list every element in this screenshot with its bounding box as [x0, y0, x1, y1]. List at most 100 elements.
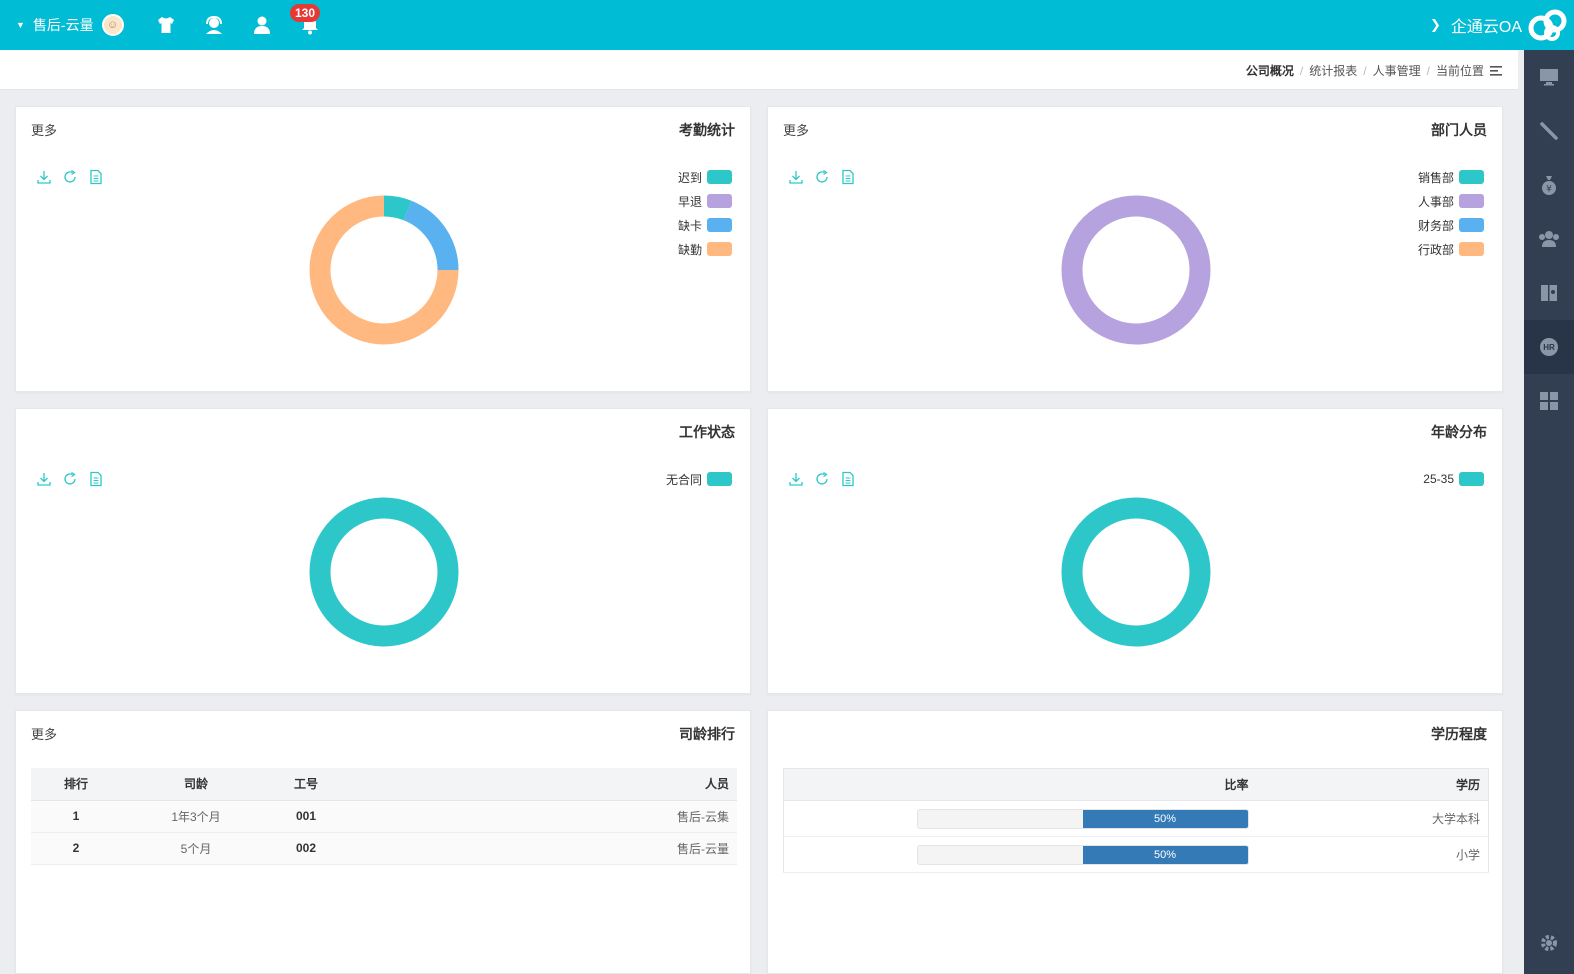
pen-icon [1540, 122, 1558, 140]
progress-fill: 50% [1082, 845, 1248, 864]
download-icon[interactable] [788, 169, 804, 185]
notification-badge[interactable]: 130 [290, 4, 321, 22]
chart-toolbox [788, 169, 856, 185]
panel-education: 学历程度 比率 学历 50% 大学本科 50% [767, 710, 1503, 974]
chart-toolbox [36, 471, 104, 487]
breadcrumb-item-hr[interactable]: 人事管理 [1372, 64, 1421, 78]
sidebar-item-hr[interactable]: HR [1524, 320, 1574, 374]
donut-slice[interactable] [403, 200, 459, 271]
legend-item[interactable]: 行政部 [1418, 237, 1484, 261]
legend-label: 无合同 [665, 472, 702, 487]
panel-department: 部门人员 更多 销售部 人事部 财务部 行政部 [767, 106, 1503, 392]
donut-slice[interactable] [383, 195, 412, 221]
id-cell: 001 [271, 800, 341, 833]
chart-legend: 无合同 [666, 467, 732, 491]
donut-slice[interactable] [309, 497, 459, 647]
breadcrumb-bar: 公司概况 / 统计报表 / 人事管理 / 当前位置 [0, 50, 1518, 90]
more-link[interactable]: 更多 [783, 123, 810, 138]
id-cell: 002 [271, 832, 341, 865]
chevron-down-icon[interactable]: ❯ [1429, 17, 1441, 32]
legend-label: 迟到 [677, 170, 702, 185]
menu-list-icon[interactable] [1490, 65, 1502, 76]
person-cell[interactable]: 售后-云量 [341, 832, 737, 865]
avatar[interactable]: ☺ [101, 14, 124, 36]
legend-swatch [707, 194, 732, 208]
sidebar-item-apps[interactable] [1524, 374, 1574, 428]
sidebar-item-pen[interactable] [1524, 104, 1574, 158]
donut-slice[interactable] [309, 195, 459, 345]
data-view-icon[interactable] [88, 169, 104, 185]
more-link[interactable]: 更多 [31, 123, 58, 138]
breadcrumb-separator: / [1426, 63, 1430, 78]
download-icon[interactable] [36, 169, 52, 185]
donut-slice[interactable] [1061, 195, 1211, 345]
legend-item[interactable]: 25-35 [1423, 467, 1484, 491]
caret-down-icon[interactable]: ▼ [16, 20, 25, 30]
table-header-row: 排行 司龄 工号 人员 [31, 768, 737, 801]
user-icon[interactable] [250, 13, 274, 37]
legend-item[interactable]: 无合同 [666, 467, 732, 491]
sidebar-item-settings[interactable] [1524, 916, 1574, 970]
legend-item[interactable]: 缺卡 [678, 213, 732, 237]
legend-swatch [1459, 242, 1484, 256]
legend-item[interactable]: 早退 [678, 189, 732, 213]
panel-seniority: 司龄排行 更多 排行 司龄 工号 人员 1 1年3个月 001 售后-云集 2 … [15, 710, 751, 974]
user-menu[interactable]: ▼ 售后-云量 ☺ [16, 13, 124, 37]
col-person: 人员 [341, 768, 737, 801]
table-row[interactable]: 50% 大学本科 [783, 800, 1489, 837]
legend-label: 财务部 [1417, 218, 1454, 233]
refresh-icon[interactable] [62, 169, 78, 185]
chart-toolbox [36, 169, 104, 185]
chart-legend: 迟到 早退 缺卡 缺勤 [678, 165, 732, 261]
donut-chart[interactable] [1058, 192, 1214, 348]
grid-icon [1540, 392, 1558, 410]
sidebar-item-money[interactable]: ¥ [1524, 158, 1574, 212]
col-id: 工号 [271, 768, 341, 801]
table-row[interactable]: 2 5个月 002 售后-云量 [31, 832, 737, 865]
legend-item[interactable]: 缺勤 [678, 237, 732, 261]
rank-cell: 2 [31, 832, 121, 865]
donut-chart[interactable] [306, 494, 462, 650]
donut-chart[interactable] [306, 192, 462, 348]
brand[interactable]: ❯ 企通云OA [1430, 6, 1568, 44]
download-icon[interactable] [36, 471, 52, 487]
refresh-icon[interactable] [62, 471, 78, 487]
table-row[interactable]: 50% 小学 [783, 836, 1489, 873]
sidebar-item-monitor[interactable] [1524, 50, 1574, 104]
legend-item[interactable]: 财务部 [1418, 213, 1484, 237]
sidebar-item-contacts[interactable] [1524, 266, 1574, 320]
tshirt-icon[interactable] [154, 13, 178, 37]
data-view-icon[interactable] [840, 169, 856, 185]
donut-chart[interactable] [1058, 494, 1214, 650]
legend-swatch [707, 472, 732, 486]
legend-swatch [707, 242, 732, 256]
download-icon[interactable] [788, 471, 804, 487]
legend-swatch [707, 218, 732, 232]
breadcrumb-item-stats[interactable]: 统计报表 [1309, 64, 1358, 78]
user-name[interactable]: 售后-云量 [32, 17, 94, 33]
legend-item[interactable]: 迟到 [678, 165, 732, 189]
table-row[interactable]: 1 1年3个月 001 售后-云集 [31, 800, 737, 833]
data-view-icon[interactable] [88, 471, 104, 487]
sidebar-item-group[interactable] [1524, 212, 1574, 266]
refresh-icon[interactable] [814, 471, 830, 487]
svg-text:¥: ¥ [1546, 185, 1552, 195]
ratio-cell: 50% [783, 836, 1265, 873]
legend-item[interactable]: 人事部 [1418, 189, 1484, 213]
legend-swatch [1459, 194, 1484, 208]
legend-label: 缺勤 [677, 242, 702, 257]
legend-swatch [1459, 170, 1484, 184]
legend-swatch [1459, 218, 1484, 232]
tenure-cell: 5个月 [121, 832, 271, 865]
data-view-icon[interactable] [840, 471, 856, 487]
person-cell[interactable]: 售后-云集 [341, 800, 737, 833]
col-edu: 学历 [1264, 768, 1489, 801]
more-link[interactable]: 更多 [31, 727, 58, 742]
donut-slice[interactable] [1061, 497, 1211, 647]
support-icon[interactable] [202, 13, 226, 37]
refresh-icon[interactable] [814, 169, 830, 185]
panel-title: 考勤统计 [679, 122, 735, 138]
progress-bar: 50% [916, 808, 1249, 829]
legend-item[interactable]: 销售部 [1418, 165, 1484, 189]
breadcrumb-separator: / [1363, 63, 1367, 78]
